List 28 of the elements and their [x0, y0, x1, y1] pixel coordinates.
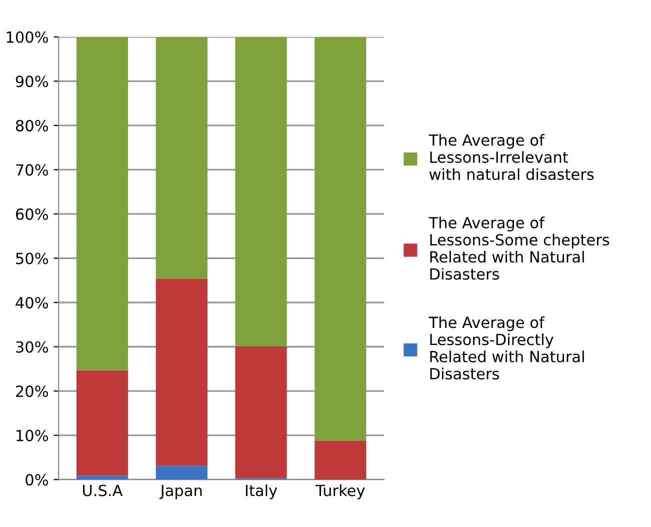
x-tick-label: Japan — [160, 484, 202, 500]
x-tick-label: Italy — [246, 484, 278, 500]
bar — [76, 476, 128, 480]
bar — [235, 36, 287, 346]
y-tick-label: 0% — [26, 474, 48, 486]
y-tick-label: 40% — [16, 296, 48, 309]
bar — [156, 466, 208, 480]
y-tick-label: 90% — [16, 76, 48, 88]
bar — [76, 36, 128, 370]
bar — [156, 279, 208, 466]
legend-label: The Average of Lessons-Irrelevant with natural disasters — [428, 134, 594, 180]
x-tick-label: U.S.A — [83, 484, 123, 496]
bar — [76, 370, 128, 476]
bar — [314, 36, 366, 441]
y-tick-label: 80% — [16, 120, 48, 132]
y-tick-label: 50% — [16, 252, 48, 264]
y-tick-label: 70% — [16, 164, 48, 176]
x-tick-label: Turkey — [316, 484, 365, 500]
legend-label: The Average of Lessons-Directly Related with Natural Disasters — [428, 316, 584, 380]
y-tick-label: 60% — [16, 208, 48, 220]
y-tick-label: 100% — [6, 31, 48, 43]
bar — [235, 346, 287, 478]
y-tick-label: 20% — [16, 386, 48, 398]
bar — [314, 440, 366, 480]
y-tick-label: 10% — [16, 430, 48, 442]
bar — [156, 36, 208, 280]
legend-label: The Average of Lessons-Some chepters Related with Natural Disasters — [428, 216, 610, 280]
y-tick-label: 30% — [16, 341, 48, 353]
